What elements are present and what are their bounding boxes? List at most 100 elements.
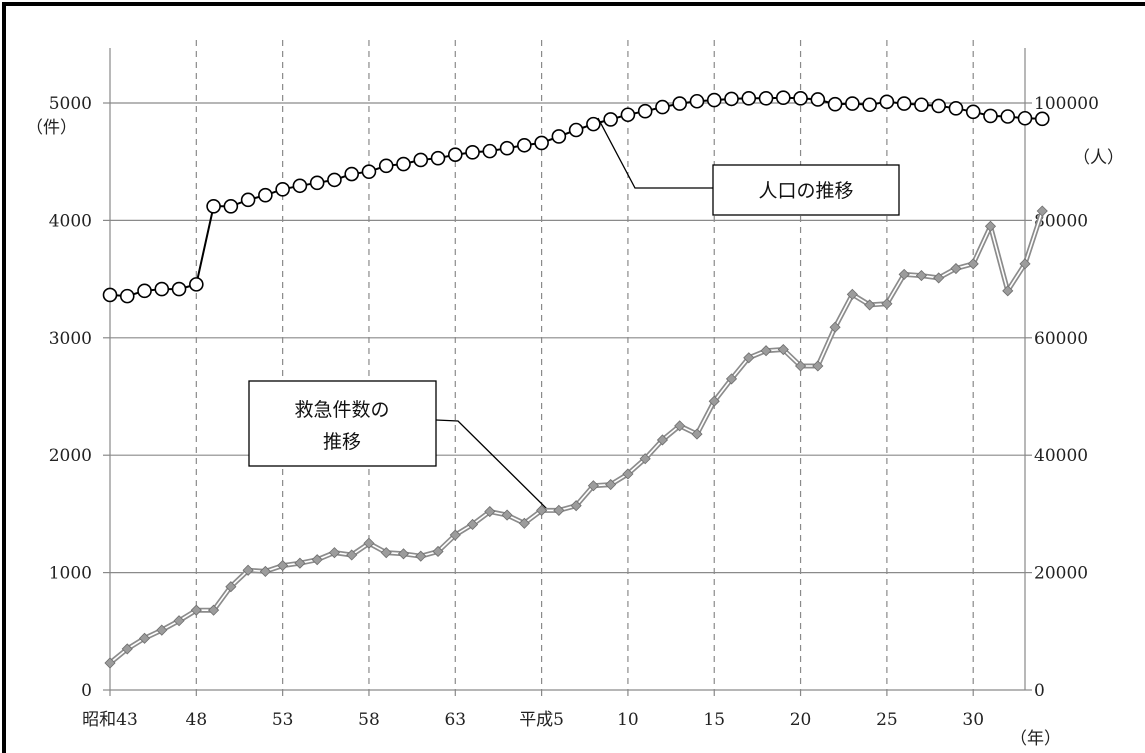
population-point xyxy=(879,94,895,110)
right-tick-label: 100000 xyxy=(1034,94,1099,114)
ambulance-point xyxy=(915,270,927,282)
population-series xyxy=(102,90,1050,304)
population-point xyxy=(517,137,532,153)
ambulance-point xyxy=(415,550,427,562)
ambulance-point xyxy=(208,604,220,616)
ambulance-callout-text-line1: 救急件数の xyxy=(294,399,389,421)
ambulance-point xyxy=(242,564,254,576)
ambulance-point xyxy=(518,517,530,529)
ambulance-callout-leader xyxy=(435,419,549,511)
right-tick-label: 60000 xyxy=(1034,329,1088,349)
population-point xyxy=(1017,110,1033,126)
population-point xyxy=(119,288,135,304)
population-point xyxy=(413,152,429,168)
ambulance-point xyxy=(933,272,945,284)
left-tick-label: 3000 xyxy=(49,329,92,349)
population-point xyxy=(724,91,739,107)
ambulance-point xyxy=(156,624,168,636)
ambulance-point xyxy=(380,547,392,559)
ambulance-point xyxy=(898,268,910,280)
population-point xyxy=(741,91,757,106)
population-callout-text: 人口の推移 xyxy=(758,180,853,202)
right-axis-ticks: 0 20000 40000 60000 80000 100000 xyxy=(1025,94,1099,701)
population-point xyxy=(810,92,826,107)
ambulance-point xyxy=(656,434,669,446)
ambulance-point xyxy=(173,615,185,627)
ambulance-point xyxy=(967,258,979,270)
ambulance-point xyxy=(363,537,375,549)
ambulance-point xyxy=(846,288,858,300)
ambulance-point xyxy=(1019,258,1031,270)
ambulance-point xyxy=(277,559,289,572)
ambulance-point xyxy=(587,480,599,492)
ambulance-point xyxy=(725,373,738,385)
population-point xyxy=(137,283,152,299)
population-point xyxy=(983,108,998,124)
ambulance-point xyxy=(553,504,565,516)
population-point xyxy=(845,96,860,111)
ambulance-series xyxy=(104,205,1048,669)
x-tick-label: 30 xyxy=(962,710,984,730)
ambulance-point xyxy=(484,505,496,518)
population-point xyxy=(637,103,653,119)
population-point xyxy=(655,99,670,115)
population-point xyxy=(603,112,618,127)
ambulance-point xyxy=(881,298,893,310)
right-tick-label: 0 xyxy=(1034,681,1045,701)
ambulance-point xyxy=(294,557,306,569)
ambulance-point xyxy=(622,468,634,480)
population-point xyxy=(240,192,256,208)
ambulance-point xyxy=(605,478,617,491)
population-point xyxy=(292,178,308,194)
population-point xyxy=(534,135,549,151)
x-tick-label: 15 xyxy=(703,710,725,730)
population-point xyxy=(965,104,981,120)
population-point xyxy=(689,93,705,109)
ambulance-callout-text-line2: 推移 xyxy=(323,431,361,453)
left-axis-ticks: 0 1000 2000 3000 4000 5000 xyxy=(49,94,110,701)
ambulance-point xyxy=(795,360,807,372)
population-point xyxy=(275,181,290,197)
population-point xyxy=(776,90,791,106)
ambulance-point xyxy=(1002,285,1014,297)
x-tick-label: 25 xyxy=(876,710,898,730)
population-point xyxy=(206,199,221,214)
right-tick-label: 20000 xyxy=(1034,564,1088,584)
right-tick-label: 40000 xyxy=(1034,446,1088,466)
population-point xyxy=(465,145,480,160)
population-point xyxy=(827,96,843,112)
ambulance-point xyxy=(225,581,237,593)
population-point xyxy=(430,150,446,166)
x-tick-label: 10 xyxy=(617,710,639,730)
population-point xyxy=(586,116,601,132)
x-tick-label: 53 xyxy=(272,710,294,730)
population-point xyxy=(361,164,377,179)
population-point xyxy=(706,92,722,108)
ambulance-point xyxy=(743,352,755,364)
ambulance-point xyxy=(190,604,202,616)
ambulance-point xyxy=(691,428,703,440)
ambulance-point xyxy=(121,643,133,655)
ambulance-point xyxy=(501,509,513,521)
ambulance-point xyxy=(829,321,841,333)
ambulance-point xyxy=(812,360,824,372)
ambulance-point xyxy=(864,299,876,311)
population-point xyxy=(1000,109,1016,124)
left-tick-label: 1000 xyxy=(49,564,92,584)
ambulance-point xyxy=(760,345,772,357)
ambulance-point xyxy=(138,632,151,644)
left-tick-label: 2000 xyxy=(49,446,92,466)
x-axis-unit-label: （年） xyxy=(1010,729,1061,749)
population-point xyxy=(568,122,584,138)
population-point xyxy=(102,287,118,303)
population-callout-leader xyxy=(597,117,713,189)
x-tick-label: 63 xyxy=(444,710,466,730)
population-point xyxy=(223,199,239,214)
ambulance-point xyxy=(449,529,461,541)
population-point xyxy=(189,277,204,292)
population-point xyxy=(344,166,359,182)
population-point xyxy=(931,98,946,114)
